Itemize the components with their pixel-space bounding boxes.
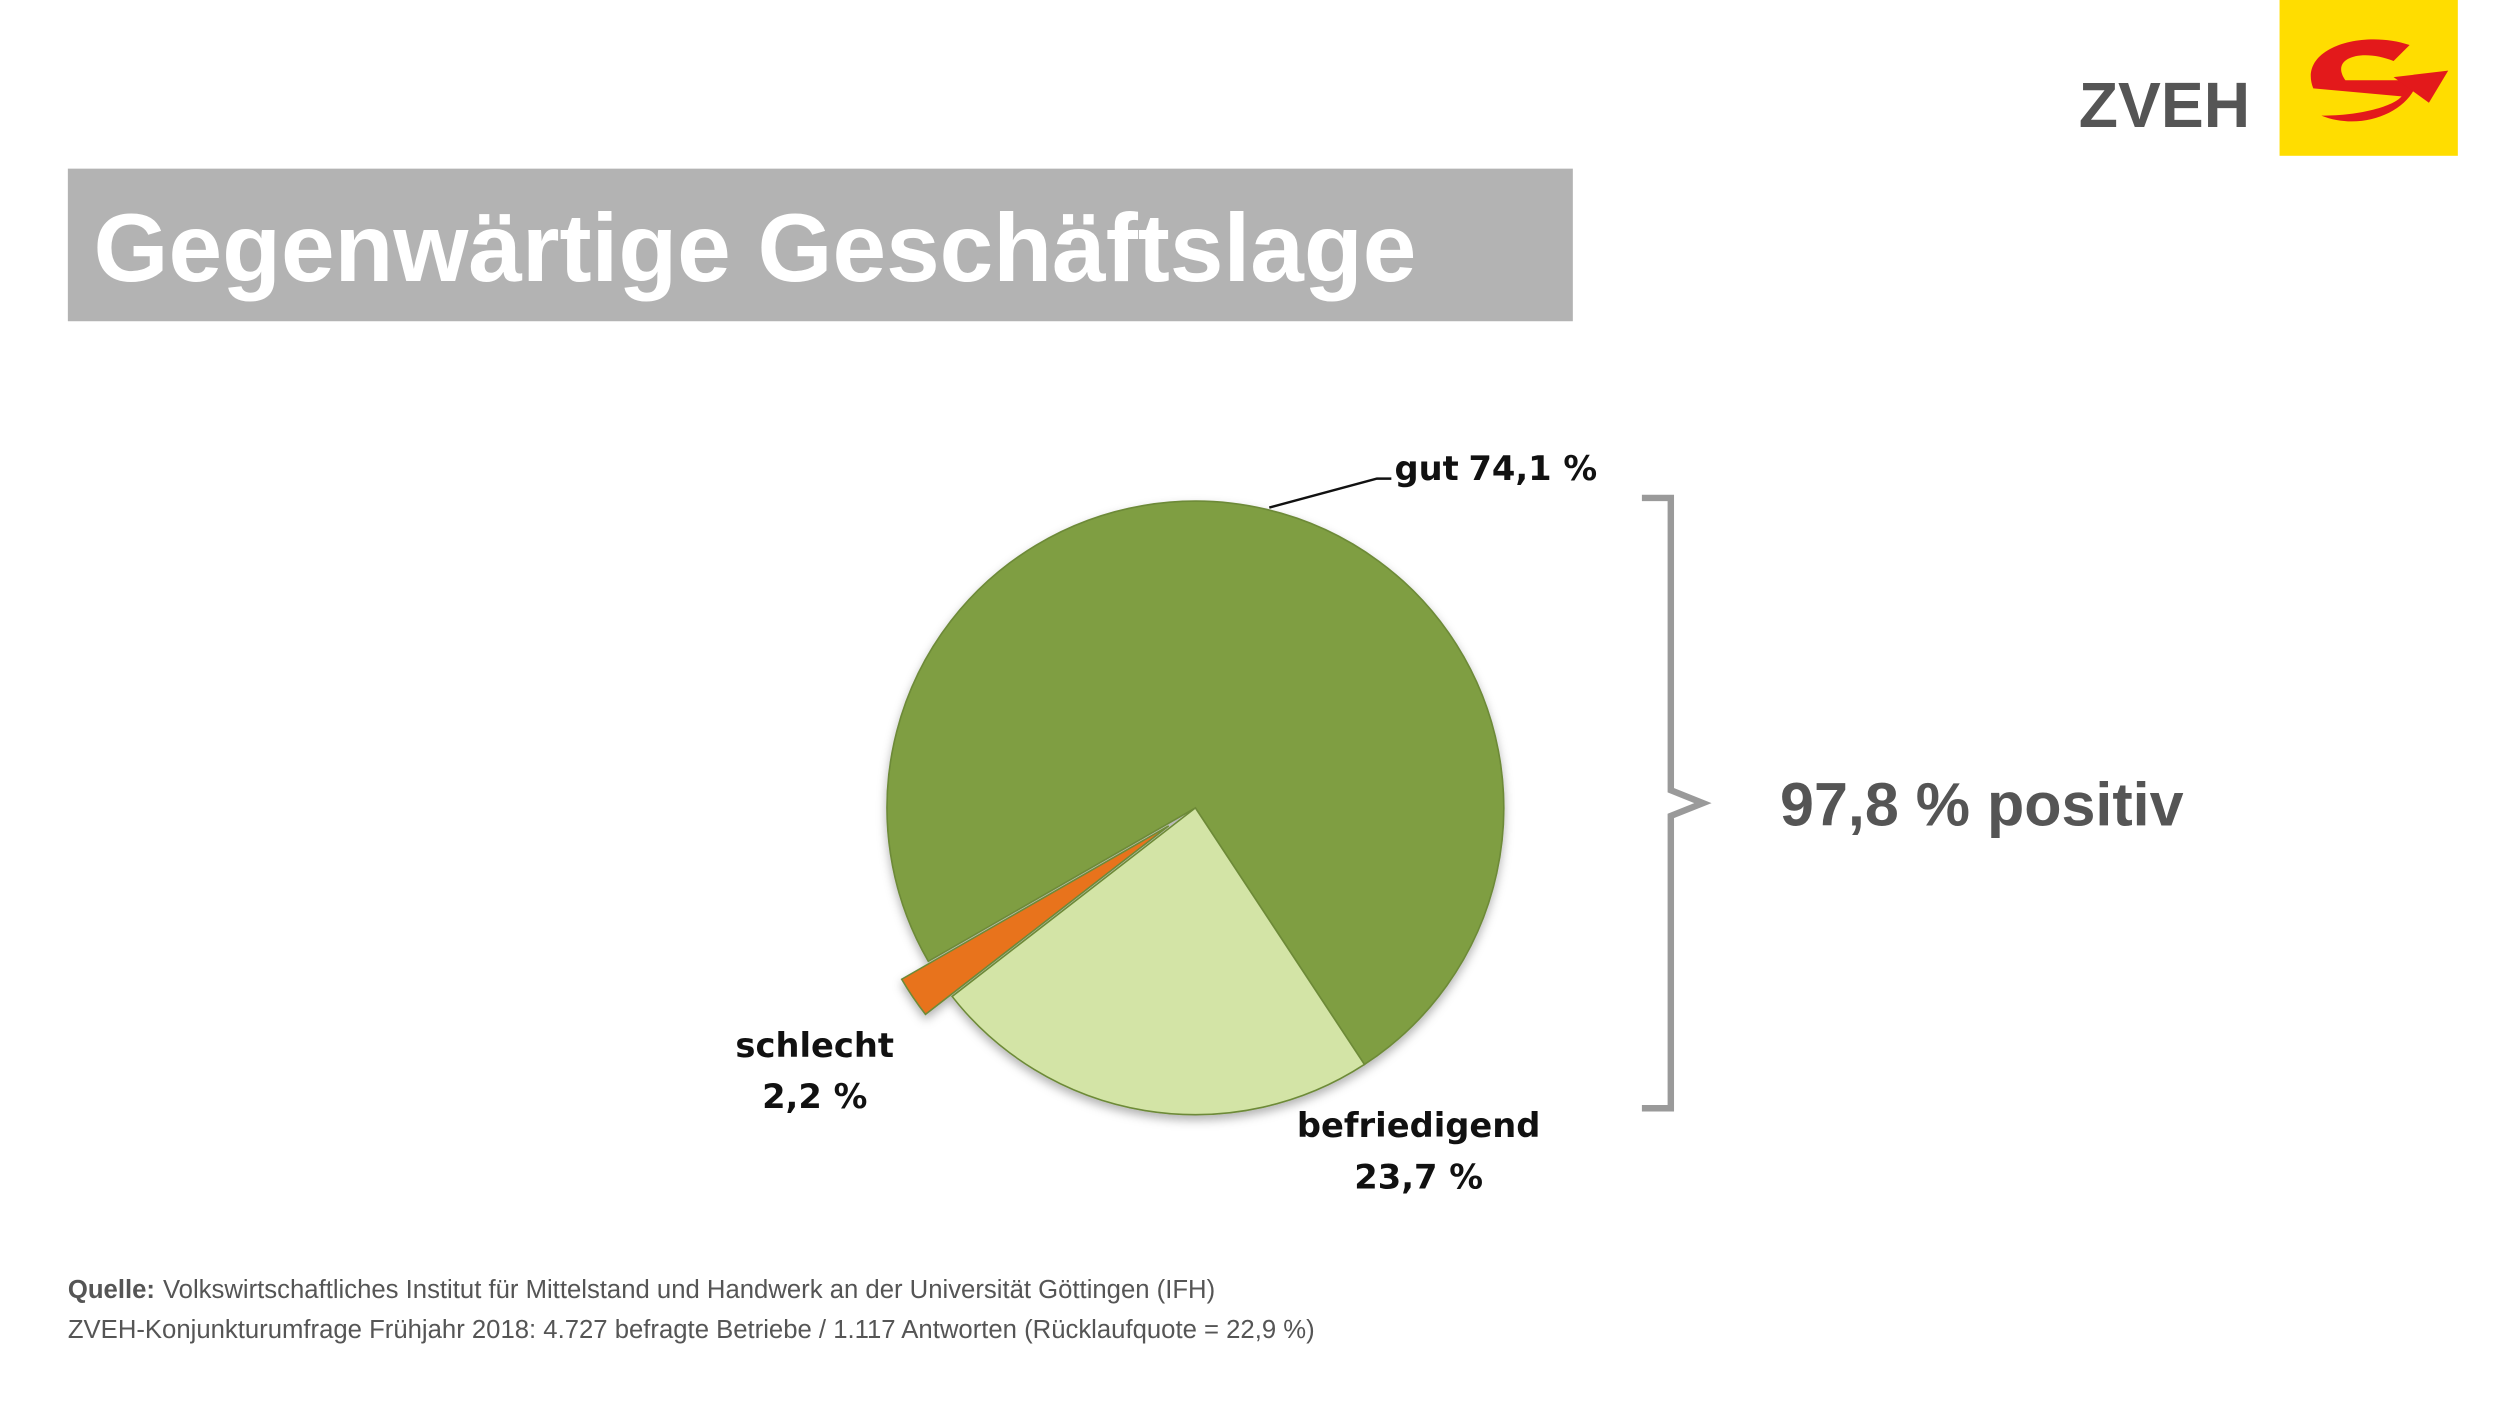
leader-line [1268, 477, 1392, 509]
pie-slice [900, 825, 1170, 1016]
logo: ZVEH [2079, 0, 2458, 156]
pie-slice [886, 500, 1505, 1066]
chart-title: Gegenwärtige Geschäftslage [94, 195, 1417, 302]
bracket [1641, 494, 1712, 1112]
pie [886, 500, 1505, 1116]
note: ZVEH-Konjunkturumfrage Frühjahr 2018: 4.… [68, 1316, 1315, 1344]
source-label: Quelle: [68, 1276, 155, 1304]
category-label: schlecht [735, 1026, 894, 1065]
value-label: 74,1 % [1468, 449, 1597, 488]
value-label: 2,2 % [762, 1077, 867, 1116]
annotation: 97,8 % positiv [1780, 771, 2184, 839]
title-bar [67, 168, 1573, 322]
logo-mark [2310, 39, 2418, 122]
logo-arrow [2393, 70, 2449, 103]
category-label: befriedigend [1297, 1106, 1541, 1145]
source-text: Volkswirtschaftliches Institut für Mitte… [163, 1276, 1215, 1304]
source: Quelle: Volkswirtschaftliches Institut fü… [68, 1276, 1215, 1304]
category-label: gut [1395, 449, 1459, 488]
value-label: 23,7 % [1354, 1158, 1483, 1197]
pie-slice [950, 806, 1366, 1116]
logo-text: ZVEH [2079, 69, 2250, 141]
slice-label: gut 74,1 % [1395, 449, 1598, 488]
